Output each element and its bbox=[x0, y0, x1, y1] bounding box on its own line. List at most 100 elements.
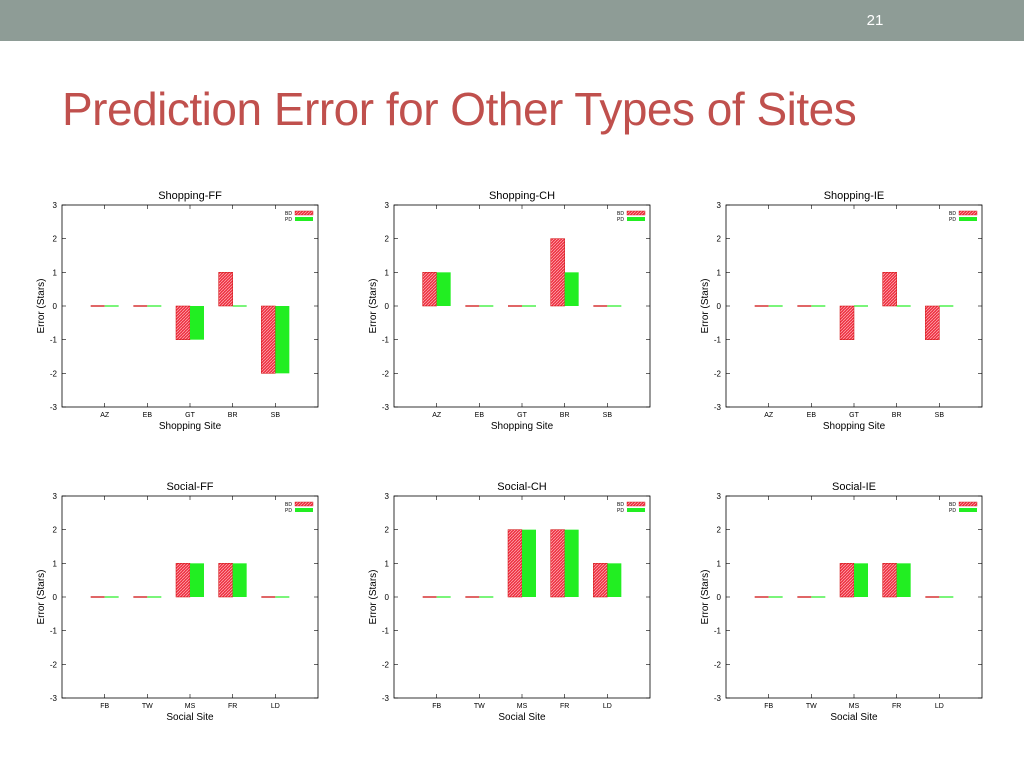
chart-shopping-ff: Shopping-FF 3 2 1 0 -1 -2 -3 Error (Stars) AZ EB GT… bbox=[32, 183, 332, 431]
legend-label: PD bbox=[949, 217, 956, 223]
chart-shopping-ch: Shopping-CH 3 2 1 0 -1 -2 -3 Error (Stars) AZ EB GT… bbox=[364, 183, 664, 431]
y-tick-label: 1 bbox=[53, 559, 58, 568]
y-tick-label: 2 bbox=[717, 235, 722, 244]
legend-swatch-bd bbox=[294, 501, 314, 507]
x-tick-label: EB bbox=[475, 412, 485, 419]
slide-header-bar: 21 bbox=[0, 0, 1024, 41]
y-tick-label: -2 bbox=[50, 369, 58, 378]
bar-bd bbox=[507, 529, 523, 598]
y-tick-label: -3 bbox=[714, 403, 722, 412]
x-tick-label: TW bbox=[806, 703, 817, 710]
bar-pd bbox=[854, 563, 868, 597]
y-tick-label: 1 bbox=[53, 268, 58, 277]
chart-shopping-ie: Shopping-IE 3 2 1 0 -1 -2 -3 Error (Stars) AZ EB GT… bbox=[696, 183, 996, 431]
y-tick-label: 1 bbox=[717, 268, 722, 277]
y-tick-label: 0 bbox=[53, 593, 58, 602]
x-tick-label: LD bbox=[603, 703, 612, 710]
x-tick-label: EB bbox=[143, 412, 153, 419]
x-tick-label: AZ bbox=[100, 412, 110, 419]
x-tick-label: EB bbox=[807, 412, 817, 419]
legend-label: BD bbox=[949, 502, 956, 508]
x-tick-label: BR bbox=[560, 412, 570, 419]
bar-bd bbox=[882, 272, 897, 307]
y-tick-label: -1 bbox=[382, 336, 390, 345]
chart-social-ch: Social-CH 3 2 1 0 -1 -2 -3 Error (Stars) FB TW MS FR… bbox=[364, 474, 664, 722]
y-tick-label: -3 bbox=[714, 694, 722, 703]
chart-svg: Social-CH 3 2 1 0 -1 -2 -3 Error (Stars) FB TW MS FR… bbox=[368, 481, 651, 722]
slide-number: 21 bbox=[866, 12, 884, 29]
y-tick-label: 0 bbox=[717, 593, 722, 602]
slide-title: Prediction Error for Other Types of Site… bbox=[62, 83, 857, 135]
chart-svg: Shopping-IE 3 2 1 0 -1 -2 -3 Error (Stars) AZ EB GT… bbox=[700, 190, 983, 431]
bar-bd bbox=[422, 272, 437, 307]
x-tick-label: BR bbox=[892, 412, 902, 419]
y-tick-label: -3 bbox=[50, 403, 58, 412]
bar-pd bbox=[436, 272, 451, 306]
legend-swatch-bd bbox=[958, 210, 978, 216]
legend-label: BD bbox=[617, 502, 624, 508]
legend-label: PD bbox=[285, 508, 292, 514]
y-tick-label: -1 bbox=[382, 627, 390, 636]
y-tick-label: 2 bbox=[53, 235, 58, 244]
bar-pd bbox=[232, 563, 247, 597]
y-tick-label: 0 bbox=[53, 302, 58, 311]
x-tick-label: LD bbox=[935, 703, 944, 710]
x-tick-label: FR bbox=[560, 703, 569, 710]
bar-bd bbox=[839, 305, 855, 340]
x-tick-label: GT bbox=[185, 412, 195, 419]
chart-social-ff: Social-FF 3 2 1 0 -1 -2 -3 Error (Stars) FB TW MS FR… bbox=[32, 474, 332, 722]
y-tick-label: -3 bbox=[50, 694, 58, 703]
bar-bd bbox=[218, 272, 233, 307]
legend-swatch-pd bbox=[627, 217, 645, 221]
y-tick-label: -3 bbox=[382, 403, 390, 412]
legend-swatch-pd bbox=[959, 217, 977, 221]
y-tick-label: 3 bbox=[53, 201, 58, 210]
x-tick-label: FR bbox=[228, 703, 237, 710]
bar-pd bbox=[607, 563, 622, 597]
y-axis-label: Error (Stars) bbox=[368, 570, 379, 625]
x-axis-label: Social Site bbox=[498, 712, 546, 722]
y-axis-label: Error (Stars) bbox=[700, 570, 711, 625]
legend-swatch-pd bbox=[295, 508, 313, 512]
legend-swatch-bd bbox=[958, 501, 978, 507]
bar-bd bbox=[218, 563, 233, 598]
legend-swatch-pd bbox=[295, 217, 313, 221]
x-tick-label: GT bbox=[517, 412, 527, 419]
legend-label: PD bbox=[949, 508, 956, 514]
chart-social-ie: Social-IE 3 2 1 0 -1 -2 -3 Error (Stars) FB TW MS FR… bbox=[696, 474, 996, 722]
x-tick-label: TW bbox=[474, 703, 485, 710]
y-tick-label: 2 bbox=[717, 526, 722, 535]
x-tick-label: AZ bbox=[764, 412, 774, 419]
legend-swatch-pd bbox=[959, 508, 977, 512]
chart-svg: Social-FF 3 2 1 0 -1 -2 -3 Error (Stars) FB TW MS FR… bbox=[36, 481, 319, 722]
y-tick-label: 3 bbox=[53, 492, 58, 501]
x-tick-label: MS bbox=[517, 703, 528, 710]
y-tick-label: -1 bbox=[714, 627, 722, 636]
y-tick-label: 3 bbox=[717, 201, 722, 210]
legend-label: BD bbox=[285, 502, 292, 508]
bar-bd bbox=[261, 305, 276, 374]
y-tick-label: 2 bbox=[385, 235, 390, 244]
chart-svg: Social-IE 3 2 1 0 -1 -2 -3 Error (Stars) FB TW MS FR… bbox=[700, 481, 983, 722]
x-axis-label: Shopping Site bbox=[823, 421, 886, 431]
y-tick-label: 0 bbox=[385, 593, 390, 602]
bar-bd bbox=[550, 238, 565, 307]
x-tick-label: GT bbox=[849, 412, 859, 419]
legend-label: PD bbox=[617, 508, 624, 514]
chart-title: Shopping-CH bbox=[489, 190, 555, 202]
y-tick-label: 2 bbox=[385, 526, 390, 535]
y-axis-label: Error (Stars) bbox=[700, 279, 711, 334]
bar-pd bbox=[896, 563, 911, 597]
bar-bd bbox=[175, 563, 191, 598]
x-tick-label: SB bbox=[271, 412, 281, 419]
y-tick-label: -2 bbox=[382, 660, 390, 669]
x-axis-label: Shopping Site bbox=[491, 421, 554, 431]
x-tick-label: SB bbox=[935, 412, 945, 419]
x-tick-label: LD bbox=[271, 703, 280, 710]
x-tick-label: FR bbox=[892, 703, 901, 710]
legend-swatch-bd bbox=[626, 210, 646, 216]
y-tick-label: -2 bbox=[50, 660, 58, 669]
y-tick-label: -1 bbox=[714, 336, 722, 345]
y-tick-label: -2 bbox=[714, 369, 722, 378]
chart-svg: Shopping-FF 3 2 1 0 -1 -2 -3 Error (Stars) AZ EB GT… bbox=[36, 190, 319, 431]
